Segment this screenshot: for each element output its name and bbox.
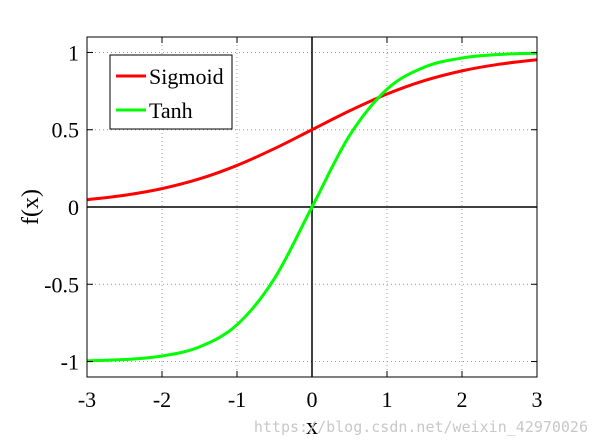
series-lines — [86, 51, 538, 363]
x-tick-label: -1 — [228, 387, 246, 412]
y-tick-label: 1 — [68, 40, 79, 65]
series-line-sigmoid — [86, 58, 538, 202]
watermark-text: https://blog.csdn.net/weixin_42970026 — [254, 418, 588, 436]
legend-label-tanh: Tanh — [149, 98, 193, 123]
x-tick-label: 3 — [532, 387, 543, 412]
series-line-tanh — [86, 51, 538, 363]
legend-box — [109, 54, 233, 130]
legend-label-sigmoid: Sigmoid — [149, 64, 224, 89]
y-axis-label: f(x) — [18, 189, 44, 225]
x-tick-label: 1 — [382, 387, 393, 412]
x-tick-label: 0 — [307, 387, 318, 412]
y-tick-label: 0 — [68, 195, 79, 220]
y-tick-label: -0.5 — [44, 272, 79, 297]
y-tick-label: 0.5 — [52, 118, 80, 143]
x-tick-label: 2 — [457, 387, 468, 412]
axis-ticks: -3 -2 -1 0 1 2 3 -1 -0.5 0 0.5 1 — [44, 37, 543, 412]
y-tick-label: -1 — [61, 350, 79, 375]
x-axis-label: x — [306, 414, 318, 440]
x-tick-label: -3 — [78, 387, 96, 412]
x-tick-label: -2 — [153, 387, 171, 412]
legend: Sigmoid Tanh — [109, 54, 233, 130]
